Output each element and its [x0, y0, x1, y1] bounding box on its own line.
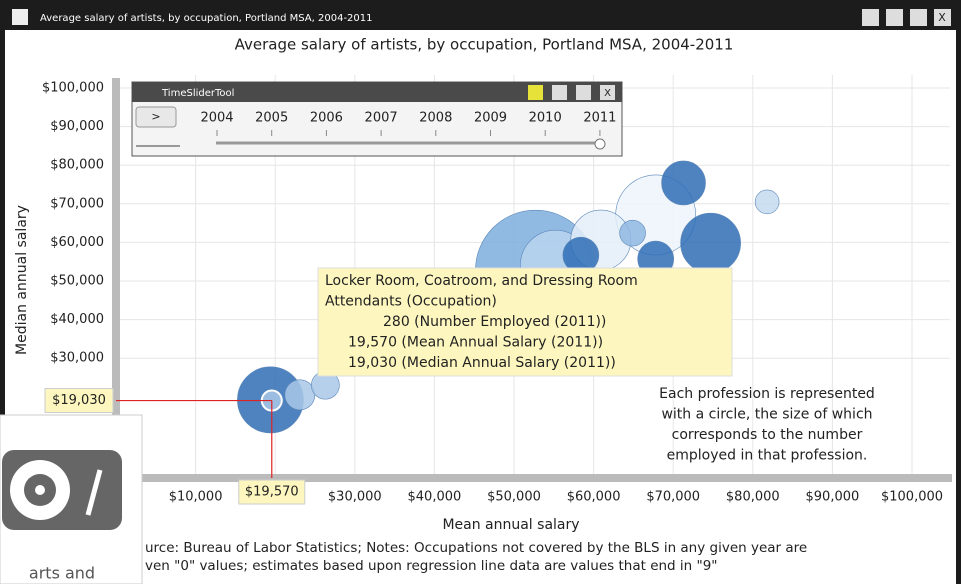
tooltip-line: Attendants (Occupation) [325, 294, 497, 310]
x-axis-bar [112, 474, 952, 482]
y-axis-bar [112, 78, 120, 474]
tooltip-line: 19,030 (Median Annual Salary (2011)) [348, 355, 616, 371]
y-value-label: $19,030 [52, 393, 106, 408]
close-label: X [938, 11, 946, 24]
x-tick-label: $50,000 [487, 490, 541, 505]
play-button[interactable] [135, 106, 177, 128]
chart: Average salary of artists, by occupation… [14, 36, 952, 574]
y-tick-label: $50,000 [50, 274, 104, 289]
year-label: 2011 [583, 111, 616, 126]
x-tick-label: $10,000 [169, 490, 223, 505]
tooltip-line: 280 (Number Employed (2011)) [383, 314, 606, 330]
annotation-line: corresponds to the number [672, 427, 863, 443]
bubble [754, 189, 780, 215]
annotation-line: employed in that profession. [667, 448, 868, 464]
y-tick-label: $30,000 [50, 351, 104, 366]
slider-minimize[interactable] [552, 85, 567, 100]
tooltip [317, 267, 733, 377]
minimize-button[interactable] [886, 9, 903, 26]
y-tick-label: $60,000 [50, 235, 104, 250]
x-value-box [238, 479, 306, 505]
x-tick-label: $70,000 [646, 490, 700, 505]
y-tick-label: $70,000 [50, 196, 104, 211]
window-title: Average salary of artists, by occupation… [40, 13, 373, 24]
slider-maximize[interactable] [576, 85, 591, 100]
y-tick-label: $80,000 [50, 158, 104, 173]
year-label: 2009 [474, 111, 507, 126]
source-line: urce: Bureau of Labor Statistics; Notes:… [145, 540, 807, 556]
bubble [680, 212, 741, 274]
pin-button[interactable] [862, 9, 879, 26]
year-label: 2005 [255, 111, 288, 126]
annotation-line: with a circle, the size of which [661, 407, 872, 423]
slider-close-label: X [604, 88, 611, 99]
year-label: 2008 [419, 111, 452, 126]
year-label: 2004 [200, 111, 233, 126]
bubble [661, 160, 706, 206]
chart-title: Average salary of artists, by occupation… [235, 36, 734, 54]
bubble [284, 379, 316, 411]
slider-close[interactable] [600, 85, 615, 100]
year-label: 2007 [365, 111, 398, 126]
year-label: 2010 [529, 111, 562, 126]
x-tick-label: $80,000 [726, 490, 780, 505]
annotation-line: Each profession is represented [659, 386, 875, 402]
tooltip-line: Locker Room, Coatroom, and Dressing Room [325, 273, 638, 289]
window-icon [12, 9, 28, 25]
slider-thumb[interactable] [594, 138, 606, 150]
close-button[interactable] [934, 9, 951, 26]
source-line: ven "0" values; estimates based upon reg… [145, 558, 718, 574]
x-tick-label: $90,000 [806, 490, 860, 505]
x-tick-label: $60,000 [567, 490, 621, 505]
bubble [619, 219, 646, 247]
x-tick-label: $30,000 [328, 490, 382, 505]
y-tick-label: $40,000 [50, 312, 104, 327]
tooltip-line: 19,570 (Mean Annual Salary (2011)) [348, 335, 603, 351]
time-slider: TimeSliderTool X > 2004 2005 2006 2007 2008 2… [131, 81, 623, 157]
play-label: > [151, 110, 160, 123]
x-axis-title: Mean annual salary [442, 517, 579, 533]
y-tick-label: $100,000 [42, 81, 104, 96]
x-tick-label: $40,000 [408, 490, 462, 505]
tonearm [85, 469, 103, 516]
maximize-button[interactable] [910, 9, 927, 26]
slider-pin[interactable] [528, 85, 543, 100]
year-label: 2006 [310, 111, 343, 126]
slider-title: TimeSliderTool [161, 88, 234, 99]
x-value-label: $19,570 [245, 485, 299, 500]
y-value-box [44, 388, 114, 414]
slider-titlebar [132, 82, 622, 102]
x-tick-label: $100,000 [881, 490, 943, 505]
record-hole [35, 485, 45, 495]
panel-label: arts and [29, 564, 95, 583]
y-axis-title: Median annual salary [14, 205, 30, 355]
y-tick-label: $90,000 [50, 119, 104, 134]
